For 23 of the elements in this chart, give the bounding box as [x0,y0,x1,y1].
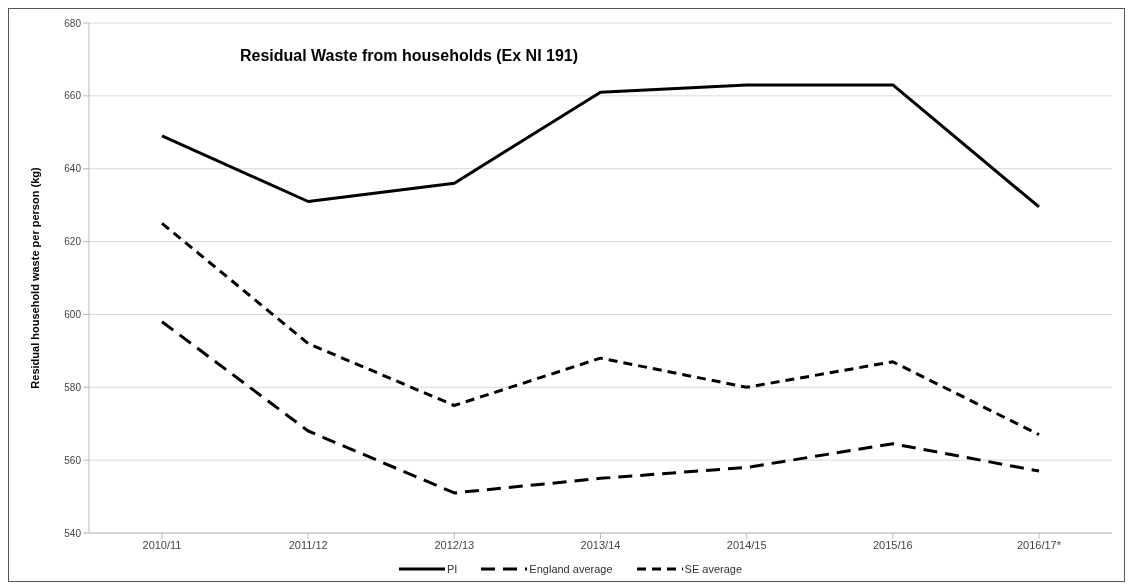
x-tick-label: 2012/13 [434,538,475,551]
y-tick-label: 620 [64,236,82,248]
legend-label: SE average [684,563,743,575]
y-tick-label: 680 [64,17,82,29]
x-tick-label: 2011/12 [288,538,328,551]
y-tick-label: 600 [64,308,82,320]
line-series [160,320,1041,495]
legend-label: PI [446,563,458,575]
y-tick-label: 660 [64,90,82,102]
y-tick-label: 580 [64,381,82,393]
x-tick-label: 2010/11 [142,538,182,551]
x-tick-label: 2016/17* [1016,538,1062,551]
y-tick-label: 560 [64,454,82,466]
text: Residual Waste from households (Ex NI 191) [238,47,580,65]
x-tick-label: 2014/15 [726,538,767,551]
y-tick-label: 540 [64,527,82,539]
x-tick-label: 2013/14 [580,538,621,551]
line-series [160,83,1041,209]
line-series [160,221,1041,437]
y-axis-title: Residual household waste per person (kg) [28,167,41,389]
y-tick-label: 640 [64,163,82,175]
x-tick-label: 2015/16 [872,538,913,551]
legend-label: England average [529,563,613,575]
